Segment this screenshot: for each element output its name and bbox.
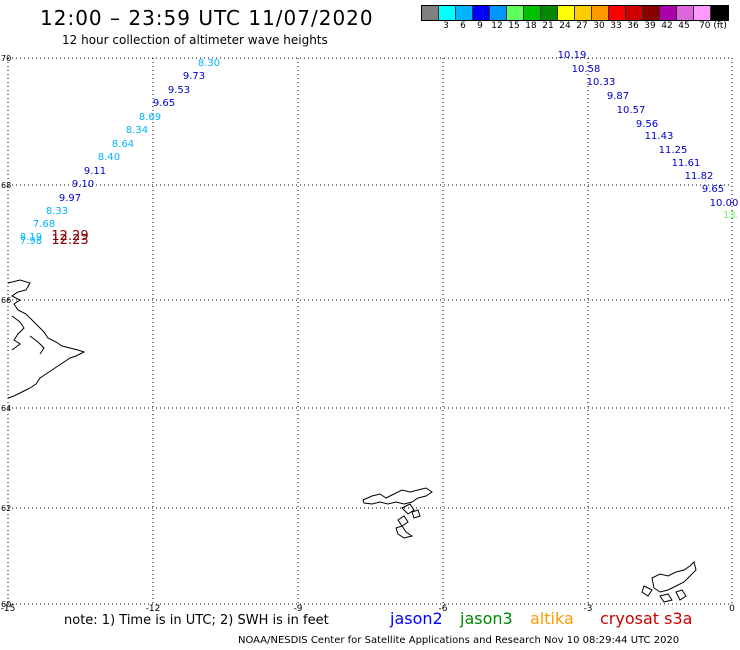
color-scale-legend [421, 5, 729, 21]
wave-height-value: 8.34 [126, 125, 148, 136]
legend-label: 70 (ft) [699, 21, 727, 31]
legend-label: 24 [559, 21, 571, 31]
latitude-label: 66 [1, 296, 11, 305]
page-subtitle: 12 hour collection of altimeter wave hei… [62, 33, 328, 47]
legend-swatch-11 [609, 6, 626, 20]
legend-label: 9 [477, 21, 483, 31]
wave-height-value: 9.56 [636, 119, 658, 130]
wave-height-value: 9.73 [183, 71, 205, 82]
coastline-faroe-islands [362, 487, 433, 539]
legend-label: 3 [443, 21, 449, 31]
color-scale-labels: 3 6 9 12 15 18 21 24 27 30 33 36 39 42 45 70 (ft) [421, 21, 740, 33]
wave-height-value: 12.29 [51, 229, 88, 244]
page-title: 12:00 – 23:59 UTC 11/07/2020 [40, 6, 374, 30]
legend-label: 21 [542, 21, 554, 31]
latitude-label: 60 [1, 600, 11, 609]
legend-label: 42 [661, 21, 673, 31]
latitude-label: 68 [1, 181, 11, 190]
wave-height-value: 10.33 [587, 77, 616, 88]
wave-height-value: 8.64 [112, 139, 134, 150]
legend-swatch-7 [541, 6, 558, 20]
latitude-label: 70 [1, 54, 11, 63]
longitude-label: -3 [584, 604, 593, 614]
wave-height-value: 13. [723, 210, 739, 221]
wave-height-value: 7.98 [20, 236, 42, 247]
satellite-cryosat-s3a: cryosat s3a [600, 609, 693, 628]
legend-swatch-15 [677, 6, 694, 20]
wave-height-value: 11.25 [659, 145, 688, 156]
longitude-label: -6 [439, 604, 448, 614]
satellite-altika: altika [530, 609, 574, 628]
longitude-label: -15 [1, 604, 16, 614]
legend-label: 30 [593, 21, 605, 31]
latitude-label: 64 [1, 404, 11, 413]
wave-height-value: 10.57 [617, 105, 646, 116]
legend-swatch-6 [524, 6, 541, 20]
legend-label: 12 [491, 21, 503, 31]
legend-swatch-10 [592, 6, 609, 20]
wave-height-value: 9.87 [607, 91, 629, 102]
wave-height-value: 11.43 [645, 131, 674, 142]
wave-height-value: 10.19 [558, 50, 587, 61]
map-grid [7, 57, 733, 605]
legend-swatch-17 [711, 6, 728, 20]
wave-height-value: 11.61 [672, 158, 701, 169]
wave-height-value: 7.68 [33, 219, 55, 230]
satellite-jason3: jason3 [460, 609, 513, 628]
legend-label: 6 [460, 21, 466, 31]
satellite-jason2: jason2 [390, 609, 443, 628]
wave-height-value: 8.30 [198, 58, 220, 69]
wave-height-value: 9.11 [84, 166, 106, 177]
longitude-label: -12 [146, 604, 161, 614]
legend-swatch-13 [643, 6, 660, 20]
wave-height-value: 9.53 [168, 85, 190, 96]
wave-height-value: 9.10 [72, 179, 94, 190]
latitude-label: 62 [1, 504, 11, 513]
longitude-label: -9 [294, 604, 303, 614]
wave-height-value: 8.19 [20, 232, 42, 243]
legend-swatch-2 [456, 6, 473, 20]
legend-label: 39 [644, 21, 656, 31]
wave-height-value: 9.97 [59, 193, 81, 204]
legend-swatch-4 [490, 6, 507, 20]
altimeter-tracks: 8.30 9.73 9.53 9.65 8.69 8.34 8.64 8.40 9.11 9.10… [20, 50, 739, 248]
longitude-labels: -15 -12 -9 -6 -3 0 [1, 604, 735, 614]
coastline-iceland [7, 279, 86, 399]
legend-label: 15 [508, 21, 520, 31]
wave-height-value: 9.65 [702, 184, 724, 195]
legend-swatch-5 [507, 6, 524, 20]
legend-swatch-12 [626, 6, 643, 20]
wave-height-value: 10.58 [572, 64, 601, 75]
legend-label: 33 [610, 21, 622, 31]
wave-height-value: 11.82 [685, 171, 714, 182]
latitude-labels: 70 68 66 64 62 60 [1, 54, 11, 609]
wave-height-value: 9.65 [153, 98, 175, 109]
legend-label: 18 [525, 21, 537, 31]
west-track: 8.30 9.73 9.53 9.65 8.69 8.34 8.64 8.40 9.11 9.10… [20, 58, 220, 247]
wave-height-value: 8.33 [46, 206, 68, 217]
legend-label: 36 [627, 21, 639, 31]
legend-label: 45 [678, 21, 690, 31]
wave-height-value: 10.00 [710, 198, 739, 209]
longitude-label: 0 [729, 604, 735, 614]
legend-swatch-1 [439, 6, 456, 20]
legend-swatch-8 [558, 6, 575, 20]
wave-height-value: 8.40 [98, 152, 120, 163]
legend-label: 27 [576, 21, 588, 31]
credit-line: NOAA/NESDIS Center for Satellite Applica… [238, 635, 680, 646]
legend-swatch-3 [473, 6, 490, 20]
wave-height-value: 12.23 [51, 233, 88, 248]
legend-swatch-16 [694, 6, 711, 20]
footnote: note: 1) Time is in UTC; 2) SWH is in fe… [64, 613, 329, 628]
legend-swatch-14 [660, 6, 677, 20]
legend-swatch-0 [422, 6, 439, 20]
coastline-shetland [641, 561, 697, 603]
wave-height-value: 8.69 [139, 112, 161, 123]
legend-swatch-9 [575, 6, 592, 20]
